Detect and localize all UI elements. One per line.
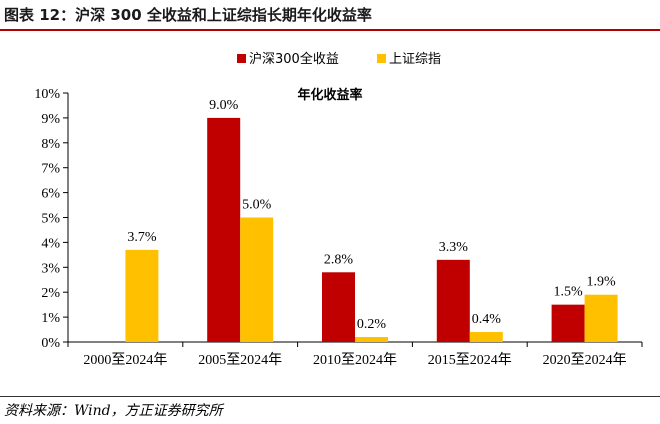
y-tick-label: 7% [41, 162, 60, 177]
source-divider [0, 396, 660, 397]
data-label: 9.0% [209, 98, 239, 113]
y-tick-label: 8% [41, 137, 60, 152]
data-labels: 9.0% 2.8% 3.3% 1.5% 3.7% 5.0% 0.2% 0.4% 1.9% [127, 98, 616, 332]
y-tick-label: 0% [41, 336, 60, 351]
x-tick-label: 2010至2024年 [313, 352, 397, 368]
data-label: 0.2% [357, 317, 387, 332]
bar [125, 249, 159, 342]
legend-label: 沪深300全收益 [249, 51, 339, 67]
data-label: 2.8% [324, 252, 354, 267]
y-tick-label: 6% [41, 187, 60, 202]
y-tick-label: 9% [41, 112, 60, 127]
data-label: 0.4% [472, 312, 502, 327]
legend-swatch [237, 54, 246, 63]
bar [584, 294, 618, 342]
y-tick-label: 2% [41, 286, 60, 301]
legend-swatch [377, 54, 386, 63]
legend: 沪深300全收益 上证综指 [237, 51, 441, 67]
bar [322, 272, 355, 342]
y-tick-label: 5% [41, 212, 60, 227]
data-label: 3.3% [439, 240, 469, 255]
title-divider [0, 29, 660, 31]
legend-label: 上证综指 [389, 52, 441, 67]
x-tick-label: 2000至2024年 [83, 352, 167, 368]
y-tick-label: 4% [41, 236, 60, 251]
bar [469, 332, 503, 342]
bar [240, 217, 274, 342]
figure-title: 图表 12：沪深 300 全收益和上证综指长期年化收益率 [4, 6, 372, 24]
bar [355, 337, 388, 342]
chart-title: 年化收益率 [297, 87, 362, 103]
data-label: 1.5% [554, 285, 584, 300]
data-label: 3.7% [127, 230, 157, 245]
y-tick-label: 10% [34, 87, 60, 102]
bar-chart: 沪深300全收益 上证综指 年化收益率 0% 1% 2% 3% 4% 5% 6% 7% 8% 9% 1… [34, 51, 643, 368]
source-note: 资料来源：Wind，方正证券研究所 [4, 403, 223, 419]
y-tick-label: 1% [41, 311, 60, 326]
bar [207, 117, 241, 343]
x-tick-label: 2015至2024年 [428, 352, 512, 368]
x-tick-label: 2020至2024年 [543, 352, 627, 368]
data-label: 1.9% [587, 275, 617, 290]
y-tick-label: 3% [41, 261, 60, 276]
x-tick-label: 2005至2024年 [198, 352, 282, 368]
x-axis: 2000至2024年 2005至2024年 2010至2024年 2015至2024年… [67, 341, 643, 368]
y-axis: 0% 1% 2% 3% 4% 5% 6% 7% 8% 9% 10% [34, 87, 69, 351]
data-label: 5.0% [242, 198, 272, 213]
bars [125, 117, 618, 343]
bar [436, 259, 470, 342]
bar [551, 304, 585, 342]
